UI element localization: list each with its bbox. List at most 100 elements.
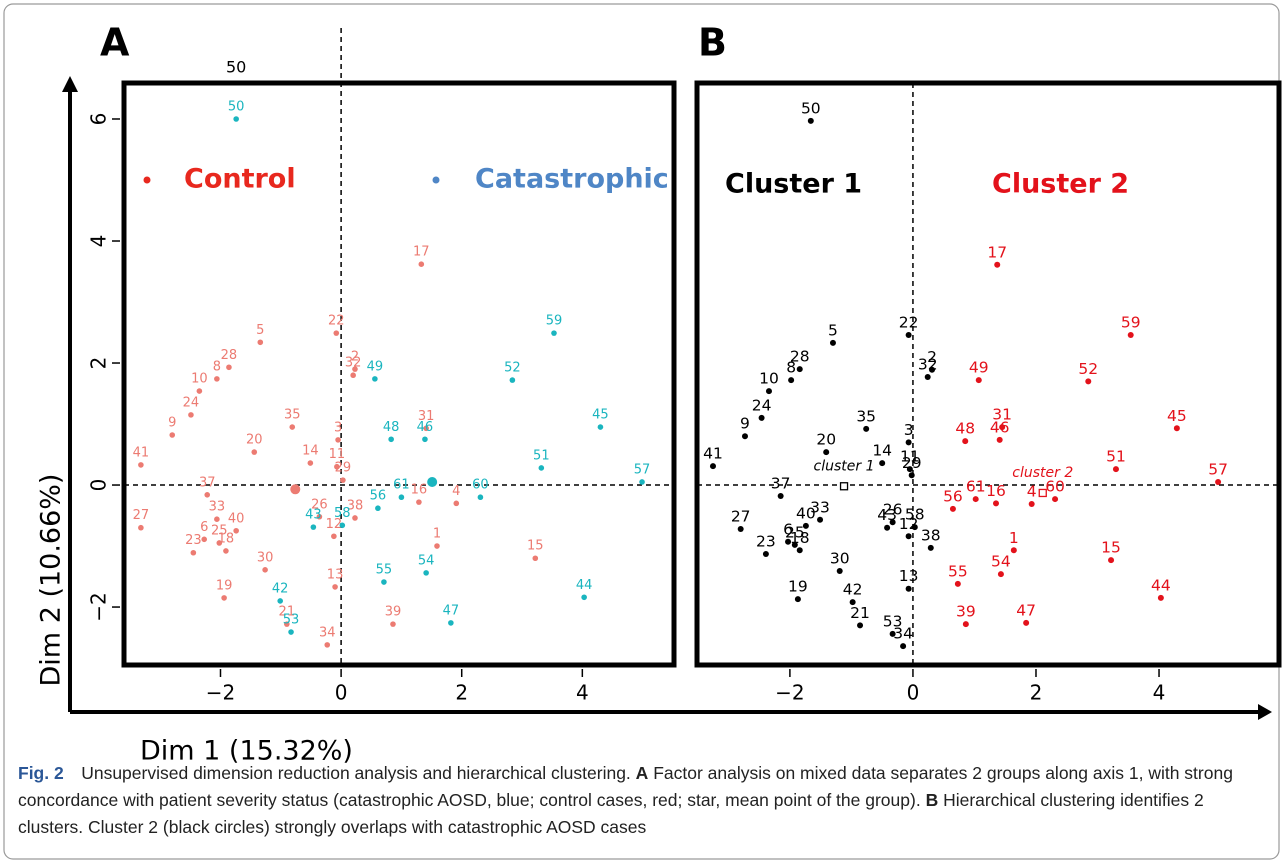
y-tick-label: 6 xyxy=(87,113,111,126)
point-label: 34 xyxy=(893,625,913,643)
point xyxy=(906,466,913,473)
y-tick-label: −2 xyxy=(87,592,111,621)
point-label: 61 xyxy=(393,478,410,493)
point xyxy=(331,533,337,540)
point-label: 23 xyxy=(756,532,776,550)
point xyxy=(777,493,784,500)
point xyxy=(905,331,912,338)
x-arrowhead xyxy=(1258,704,1272,720)
panel-letter: B xyxy=(698,21,727,65)
x-tick-label: 4 xyxy=(576,681,589,705)
point-label: 24 xyxy=(752,396,772,414)
caption-text: Unsupervised dimension reduction analysi… xyxy=(81,763,631,783)
caption-panel-ref: B xyxy=(925,790,939,810)
point-label: 19 xyxy=(788,578,808,596)
point-label: 35 xyxy=(856,407,876,425)
point-label: 42 xyxy=(272,581,289,596)
point-label: 54 xyxy=(418,553,435,568)
point xyxy=(1112,466,1119,473)
point-label: 3 xyxy=(334,420,342,435)
point-label: 20 xyxy=(816,431,836,449)
point xyxy=(551,330,557,336)
point xyxy=(962,438,969,445)
point xyxy=(390,621,396,627)
point-label: 45 xyxy=(592,408,609,423)
point xyxy=(762,550,769,557)
point-label: 22 xyxy=(899,313,919,331)
point xyxy=(324,642,331,648)
point xyxy=(226,364,232,371)
point-label: 25 xyxy=(785,523,805,541)
point-label: 37 xyxy=(771,475,791,493)
point-label: 40 xyxy=(796,504,816,522)
point xyxy=(791,541,798,548)
point xyxy=(138,462,144,468)
point-label: 39 xyxy=(956,603,976,621)
point xyxy=(201,536,208,543)
point xyxy=(992,500,999,507)
point xyxy=(954,580,961,587)
point xyxy=(214,516,220,522)
point xyxy=(233,116,239,122)
caption: Fig. 2 Unsupervised dimension reduction … xyxy=(18,760,1266,841)
point-label: 18 xyxy=(790,529,810,547)
point xyxy=(1108,557,1115,564)
point xyxy=(350,372,356,379)
point-label: 43 xyxy=(877,506,897,524)
point-label: 8 xyxy=(213,359,221,374)
point xyxy=(1085,378,1092,385)
point xyxy=(581,594,587,601)
point-label: 20 xyxy=(246,433,263,448)
point-label: 16 xyxy=(411,483,428,498)
point xyxy=(1127,331,1134,338)
point-label: 32 xyxy=(918,356,938,374)
point xyxy=(996,436,1003,443)
point xyxy=(375,505,381,512)
center-marker xyxy=(1038,488,1047,498)
point xyxy=(310,524,317,530)
point xyxy=(509,377,516,383)
point xyxy=(388,436,394,443)
point xyxy=(340,477,346,483)
point-label: 38 xyxy=(921,526,941,544)
point-label: 4 xyxy=(452,484,460,499)
point-label: 56 xyxy=(370,489,387,504)
panel-letter: A xyxy=(100,21,130,65)
outside-label: 50 xyxy=(226,58,246,77)
point-label: 51 xyxy=(1106,448,1126,466)
point-label: 46 xyxy=(990,418,1010,436)
point-label: 5 xyxy=(256,323,264,338)
point xyxy=(884,524,891,531)
point xyxy=(796,547,803,554)
point xyxy=(911,524,918,531)
point xyxy=(339,522,346,529)
point xyxy=(709,463,716,470)
point-label: 28 xyxy=(221,348,238,363)
point-label: 40 xyxy=(228,511,245,526)
point xyxy=(335,437,341,443)
point-label: 14 xyxy=(302,444,319,459)
point-label: 49 xyxy=(969,359,989,377)
legend-label: Cluster 2 xyxy=(992,169,1129,200)
point xyxy=(221,595,227,601)
point-label: 37 xyxy=(199,475,216,490)
point-label: 39 xyxy=(385,605,402,620)
point-label: 56 xyxy=(943,487,963,505)
point xyxy=(434,543,440,549)
point-label: 41 xyxy=(133,445,150,460)
point xyxy=(817,516,824,523)
legend-label: Control xyxy=(184,164,296,195)
y-tick-label: 0 xyxy=(87,479,111,492)
point xyxy=(418,261,425,267)
point xyxy=(289,424,296,430)
point-label: 15 xyxy=(527,539,544,554)
point-label: 4 xyxy=(1027,482,1037,500)
point xyxy=(900,643,907,650)
point xyxy=(905,533,912,540)
x-tick-label: 0 xyxy=(907,681,920,705)
point xyxy=(1028,500,1035,507)
point xyxy=(532,555,539,562)
point-label: 47 xyxy=(1016,601,1036,619)
point xyxy=(138,524,144,531)
